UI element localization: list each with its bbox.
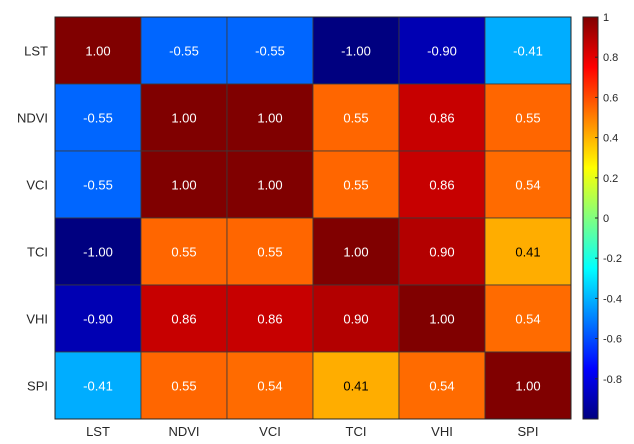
heatmap-cell xyxy=(484,83,572,152)
heatmap-cell xyxy=(398,150,486,219)
cell-value-label: 0.86 xyxy=(257,312,282,327)
cell-value-label: 0.54 xyxy=(515,312,540,327)
heatmap-cell xyxy=(226,150,314,219)
heatmap-cell xyxy=(54,284,142,353)
cell-value-label: -0.90 xyxy=(427,44,457,59)
row-label: TCI xyxy=(27,245,48,260)
colorbar-tick-label: 0.4 xyxy=(603,133,618,145)
cell-value-label: 0.55 xyxy=(171,379,196,394)
column-label: VCI xyxy=(259,424,281,439)
plot-frame xyxy=(54,16,572,420)
heatmap-cell xyxy=(54,16,142,85)
column-label: VHI xyxy=(431,424,453,439)
colorbar-tick-label: 0.2 xyxy=(603,173,618,185)
cell-value-label: 0.90 xyxy=(343,312,368,327)
row-label: LST xyxy=(24,44,48,59)
heatmap-cell xyxy=(54,217,142,286)
cell-value-label: 0.41 xyxy=(343,379,368,394)
cell-value-label: 0.55 xyxy=(343,178,368,193)
cell-value-label: 1.00 xyxy=(257,178,282,193)
heatmap-cell xyxy=(312,83,400,152)
cell-value-label: -0.90 xyxy=(83,312,113,327)
heatmap-cell xyxy=(484,16,572,85)
heatmap-cell xyxy=(312,16,400,85)
cell-value-label: 1.00 xyxy=(257,111,282,126)
column-label: LST xyxy=(86,424,110,439)
colorbar-tick-label: 1 xyxy=(603,12,609,24)
cell-value-label: 0.54 xyxy=(257,379,282,394)
cell-value-label: 1.00 xyxy=(343,245,368,260)
colorbar-tick-label: -0.2 xyxy=(603,253,622,265)
cell-value-label: -0.55 xyxy=(83,178,113,193)
colorbar-tick-label: 0 xyxy=(603,213,609,225)
cell-value-label: 0.55 xyxy=(171,245,196,260)
colorbar-tick-label: -0.4 xyxy=(603,293,622,305)
cell-value-label: 0.86 xyxy=(429,178,454,193)
row-label: VHI xyxy=(26,312,48,327)
heatmap-cell xyxy=(484,351,572,420)
column-tick-labels: LST NDVI VCI TCI VHI SPI xyxy=(86,424,538,439)
cell-value-label: -0.55 xyxy=(83,111,113,126)
colorbar-tick-label: 0.6 xyxy=(603,92,618,104)
cell-value-label: 0.55 xyxy=(515,111,540,126)
row-label: VCI xyxy=(26,178,48,193)
cell-value-label: 0.41 xyxy=(515,245,540,260)
column-label: TCI xyxy=(346,424,367,439)
cell-value-label: 0.86 xyxy=(171,312,196,327)
row-label: NDVI xyxy=(17,111,48,126)
row-label: SPI xyxy=(27,379,48,394)
cell-value-label: -0.55 xyxy=(255,44,285,59)
heatmap-cell xyxy=(312,284,400,353)
cell-value-label: 0.54 xyxy=(429,379,454,394)
cell-value-label: -0.55 xyxy=(169,44,199,59)
heatmap-cell xyxy=(398,351,486,420)
heatmap-cell xyxy=(140,150,228,219)
heatmap-cell xyxy=(398,16,486,85)
heatmap-cell xyxy=(140,83,228,152)
cell-value-label: 1.00 xyxy=(171,111,196,126)
cell-value-label: -0.41 xyxy=(513,44,543,59)
heatmap-cell xyxy=(54,351,142,420)
colorbar-tick-label: -0.8 xyxy=(603,374,622,386)
heatmap-cell xyxy=(398,284,486,353)
heatmap-cell-labels: 1.00 -0.55 -0.55 -1.00 -0.90 -0.41 -0.55 1.00 1.… xyxy=(83,44,543,394)
colorbar-tick-label: 0.8 xyxy=(603,52,618,64)
cell-value-label: 1.00 xyxy=(171,178,196,193)
cell-value-label: -0.41 xyxy=(83,379,113,394)
cell-value-label: -1.00 xyxy=(341,44,371,59)
column-label: NDVI xyxy=(168,424,199,439)
colorbar: -0.8 -0.6 -0.4 -0.2 0 0.2 0.4 0.6 0.8 1 xyxy=(582,12,622,420)
heatmap-cell xyxy=(140,217,228,286)
cell-value-label: 1.00 xyxy=(429,312,454,327)
row-tick-labels: LST NDVI VCI TCI VHI SPI xyxy=(17,44,48,394)
cell-value-label: 0.86 xyxy=(429,111,454,126)
cell-value-label: 0.54 xyxy=(515,178,540,193)
heatmap-cell xyxy=(226,284,314,353)
cell-value-label: 1.00 xyxy=(85,44,110,59)
cell-value-label: -1.00 xyxy=(83,245,113,260)
cell-value-label: 0.90 xyxy=(429,245,454,260)
heatmap-cell xyxy=(312,217,400,286)
heatmap-cell xyxy=(54,150,142,219)
heatmap-cell xyxy=(312,150,400,219)
cell-value-label: 0.55 xyxy=(343,111,368,126)
heatmap-cell xyxy=(140,16,228,85)
cell-value-label: 1.00 xyxy=(515,379,540,394)
heatmap-cell xyxy=(484,150,572,219)
heatmap-cell xyxy=(226,217,314,286)
cell-value-label: 0.55 xyxy=(257,245,282,260)
colorbar-tick-label: -0.6 xyxy=(603,334,622,346)
heatmap-cells xyxy=(54,16,572,420)
column-label: SPI xyxy=(518,424,539,439)
heatmap-cell xyxy=(398,217,486,286)
